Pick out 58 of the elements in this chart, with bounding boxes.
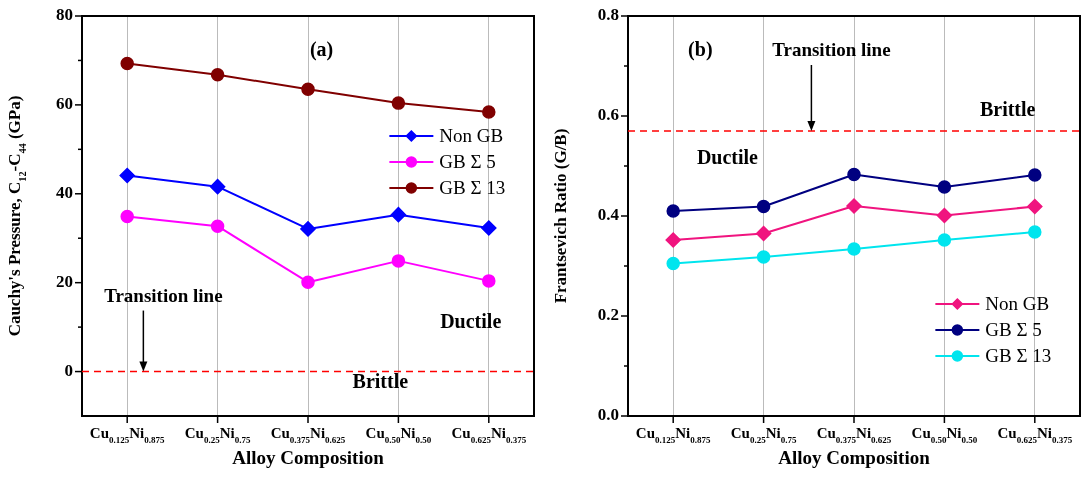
- y-tick-label: 20: [56, 272, 73, 292]
- point: [665, 232, 681, 248]
- point: [937, 233, 952, 247]
- point: [666, 256, 680, 271]
- point: [1027, 198, 1043, 215]
- y-tick-label: 0: [64, 360, 73, 380]
- point: [847, 167, 861, 182]
- ref-line-label: Transition line: [772, 39, 891, 60]
- annotation: Ductile: [440, 310, 502, 332]
- y-tick-label: 0.2: [597, 305, 619, 325]
- point: [482, 105, 496, 119]
- y-axis-title: Frantsevich Ratio (G/B): [551, 128, 570, 304]
- point: [482, 274, 496, 288]
- point: [846, 198, 862, 214]
- legend-label: GB Σ 13: [439, 177, 506, 198]
- y-tick-label: 0.4: [597, 205, 620, 225]
- point: [937, 180, 952, 194]
- annotation: Brittle: [979, 98, 1036, 120]
- point: [1028, 225, 1042, 239]
- legend-label: Non GB: [985, 293, 1050, 314]
- point: [119, 167, 135, 184]
- point: [847, 242, 861, 256]
- point: [391, 96, 406, 110]
- point: [755, 225, 772, 242]
- point: [1028, 168, 1042, 182]
- legend-label: GB Σ 5: [439, 151, 496, 172]
- annotation: (a): [309, 38, 334, 61]
- point: [936, 207, 953, 224]
- point: [756, 250, 771, 264]
- point: [390, 206, 407, 223]
- point: [301, 82, 315, 97]
- point: [481, 220, 497, 236]
- legend-label: GB Σ 5: [985, 319, 1042, 340]
- ref-line-label: Transition line: [104, 284, 223, 306]
- annotation: Brittle: [352, 370, 409, 392]
- point: [666, 204, 680, 218]
- point: [301, 275, 315, 289]
- y-tick-label: 0.0: [597, 405, 619, 425]
- y-tick-label: 0.6: [597, 105, 619, 125]
- point: [300, 221, 316, 237]
- legend-label: Non GB: [439, 125, 504, 146]
- y-tick-label: 60: [56, 94, 73, 114]
- annotation: (b): [688, 38, 713, 61]
- point: [210, 67, 225, 82]
- legend-label: GB Σ 13: [985, 345, 1052, 366]
- y-axis-title: Cauchy's Pressure, C12-C44 (GPa): [5, 95, 28, 337]
- y-tick-label: 80: [56, 5, 73, 25]
- y-tick-label: 0.8: [597, 5, 619, 25]
- point: [210, 219, 225, 233]
- point: [120, 56, 134, 71]
- x-axis-title: Alloy Composition: [778, 447, 931, 468]
- x-axis-title: Alloy Composition: [232, 447, 385, 468]
- point: [391, 254, 406, 268]
- point: [209, 178, 226, 195]
- point: [120, 209, 134, 224]
- point: [756, 199, 771, 214]
- y-tick-label: 40: [56, 183, 73, 203]
- annotation: Ductile: [696, 146, 759, 168]
